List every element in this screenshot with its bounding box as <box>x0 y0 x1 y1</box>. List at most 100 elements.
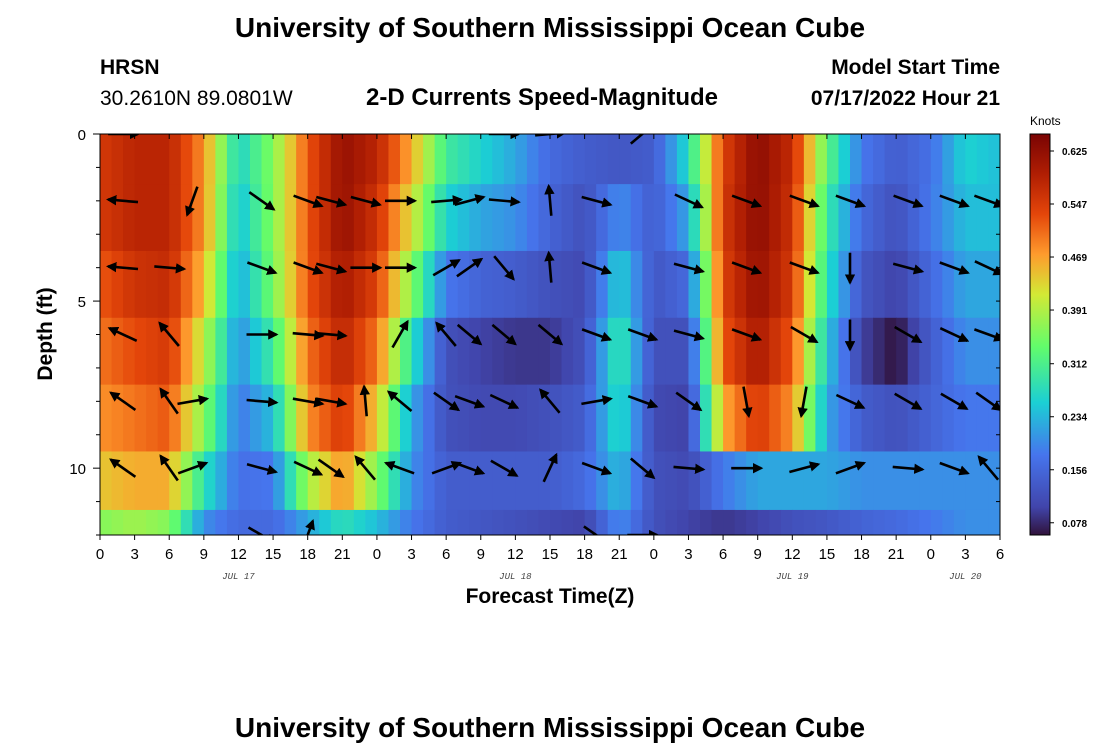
heatmap-cell <box>515 509 528 535</box>
heatmap-cell <box>411 509 424 535</box>
heatmap-cell <box>792 509 805 535</box>
current-vector-arrow <box>789 261 820 275</box>
heatmap-cell <box>561 509 574 535</box>
heatmap-cell <box>400 509 413 535</box>
heatmap-cell <box>469 184 482 252</box>
heatmap-cell <box>930 451 943 511</box>
heatmap-cell <box>919 451 932 511</box>
heatmap-cell <box>353 184 366 252</box>
heatmap-cell <box>596 384 609 453</box>
heatmap-cell <box>676 384 690 453</box>
heatmap-cell <box>296 384 309 453</box>
heatmap-cell <box>861 250 874 319</box>
heatmap-cell <box>365 509 378 535</box>
heatmap-cell <box>665 317 678 386</box>
heatmap-cell <box>676 250 690 319</box>
heatmap-cell <box>769 250 782 319</box>
heatmap-cell <box>596 250 609 319</box>
heatmap-cell <box>769 184 782 252</box>
current-vector-arrow <box>542 452 558 483</box>
heatmap-cell <box>873 134 886 185</box>
heatmap-cell <box>930 184 943 252</box>
heatmap-cell <box>619 250 632 319</box>
heatmap-cell <box>573 184 586 252</box>
heatmap-cell <box>988 451 1000 511</box>
heatmap-cell <box>746 509 759 535</box>
colorbar-tick-label: 0.547 <box>1062 200 1087 211</box>
heatmap-cell <box>261 384 274 453</box>
heatmap-cell <box>584 134 597 185</box>
heatmap-cell <box>815 509 828 535</box>
current-vector-arrow <box>177 395 210 406</box>
heatmap-cell <box>561 384 574 453</box>
heatmap-cell <box>988 184 1000 252</box>
heatmap-cell <box>423 384 436 453</box>
heatmap-cell <box>284 250 297 319</box>
heatmap-cell <box>261 134 274 185</box>
heatmap-cell <box>734 250 747 319</box>
heatmap-cell <box>192 384 205 453</box>
heatmap-cell <box>123 509 136 535</box>
heatmap-cell <box>884 184 897 252</box>
heatmap-cell <box>411 384 424 453</box>
heatmap-cell <box>976 250 990 319</box>
heatmap-cell <box>353 134 366 185</box>
heatmap-cell <box>296 509 309 535</box>
heatmap-cell <box>653 317 666 386</box>
heatmap-cell <box>146 384 159 453</box>
heatmap-cell <box>746 184 759 252</box>
heatmap-cell <box>873 384 886 453</box>
heatmap-cell <box>607 384 620 453</box>
colorbar: Knots 0.625 0.547 0.469 0.391 0.312 0.234 0.15… <box>1029 114 1087 536</box>
heatmap-cell <box>792 384 805 453</box>
heatmap-cell <box>492 451 505 511</box>
current-vector-arrow <box>109 391 137 411</box>
heatmap-cell <box>296 134 309 185</box>
heatmap-cell <box>273 451 286 511</box>
heatmap-cell <box>630 250 643 319</box>
heatmap-cell <box>365 250 378 319</box>
heatmap-cell <box>261 509 274 535</box>
heatmap-cell <box>919 184 932 252</box>
heatmap-cell <box>815 134 828 185</box>
heatmap-cell <box>884 250 897 319</box>
heatmap-cell <box>688 384 701 453</box>
heatmap-cell <box>976 184 990 252</box>
heatmap-cell <box>550 134 563 185</box>
heatmap-cell <box>538 509 551 535</box>
x-axis-label: Forecast Time(Z) <box>465 585 635 608</box>
current-vector-arrow <box>583 525 611 535</box>
heatmap-cell <box>238 134 251 185</box>
x-tick-label: 3 <box>407 546 415 563</box>
current-vector-arrow <box>159 454 179 482</box>
heatmap-cell <box>596 317 609 386</box>
heatmap-cell <box>261 250 274 319</box>
heatmap-cell <box>284 384 297 453</box>
heatmap-cell <box>838 134 851 185</box>
heatmap-cell <box>307 384 320 453</box>
heatmap-cell <box>907 184 920 252</box>
x-tick-label: 6 <box>442 546 450 563</box>
heatmap-cell <box>434 134 447 185</box>
date-label: JUL 17 <box>222 572 255 582</box>
heatmap-cell <box>953 384 966 453</box>
heatmap-cell <box>873 317 886 386</box>
heatmap-cell <box>942 184 955 252</box>
heatmap-cell <box>273 317 286 386</box>
heatmap-cell <box>919 134 932 185</box>
heatmap-cell <box>734 134 747 185</box>
current-vector-arrow <box>797 386 808 419</box>
current-vector-arrow <box>435 321 457 347</box>
heatmap-cell <box>976 384 990 453</box>
current-vector-arrow <box>432 259 461 277</box>
heatmap-cell <box>873 250 886 319</box>
heatmap-cell <box>723 134 736 185</box>
heatmap-cell <box>411 451 424 511</box>
heatmap-cell <box>873 509 886 535</box>
heatmap-cell <box>942 509 955 535</box>
heatmap-cell <box>884 451 897 511</box>
heatmap-cell <box>423 509 436 535</box>
heatmap-cell <box>250 384 263 453</box>
current-vector-arrow <box>673 262 706 275</box>
heatmap-cell <box>976 509 990 535</box>
